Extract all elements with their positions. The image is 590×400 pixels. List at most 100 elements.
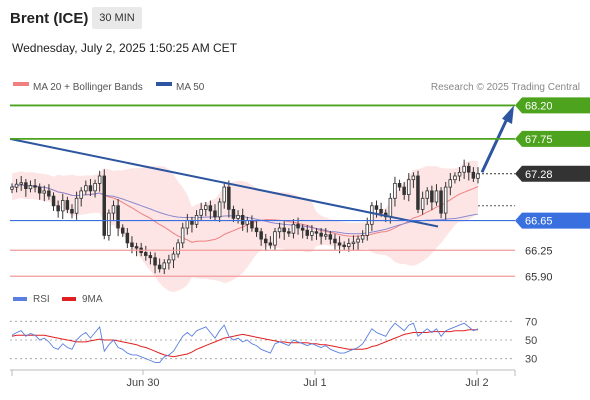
candle <box>457 171 462 177</box>
candle <box>393 182 397 199</box>
candle <box>208 205 213 212</box>
candle <box>222 186 226 203</box>
candle <box>157 264 162 270</box>
candle <box>328 234 333 240</box>
candle <box>130 242 134 247</box>
candle <box>268 242 273 246</box>
candle <box>471 171 476 179</box>
timeframe-button[interactable]: 30 MIN <box>92 7 142 29</box>
candle <box>319 232 323 237</box>
candle <box>420 197 425 210</box>
candle <box>305 229 309 236</box>
candle <box>171 253 176 261</box>
candle <box>203 205 208 210</box>
candle <box>194 214 199 225</box>
candle <box>402 186 406 195</box>
candle <box>300 227 305 231</box>
candle <box>107 212 111 236</box>
candle <box>259 231 263 240</box>
candle <box>374 205 379 210</box>
candle <box>10 186 14 190</box>
level-label: 65.90 <box>525 271 553 283</box>
candle <box>47 190 51 197</box>
legend-9ma-label: 9MA <box>82 294 103 305</box>
level-label: 67.28 <box>525 169 553 181</box>
level-label: 66.65 <box>525 216 553 228</box>
candle <box>379 208 383 214</box>
ma50-line <box>11 184 479 235</box>
candle <box>365 223 369 236</box>
bearish-trendline <box>9 137 439 228</box>
candle <box>236 214 240 219</box>
candle <box>397 182 402 188</box>
candle <box>65 200 70 210</box>
candle <box>134 246 139 249</box>
candle <box>360 234 365 240</box>
rsi-plot: 70 50 30 <box>10 316 537 366</box>
candle <box>176 242 180 255</box>
candle <box>411 175 416 181</box>
candle <box>79 190 83 199</box>
candle <box>167 259 171 264</box>
legend-swatch-ma50 <box>156 82 172 86</box>
time-tick-label: Jul 1 <box>303 377 326 389</box>
candle <box>199 208 203 216</box>
candle <box>314 231 319 234</box>
level-label: 68.20 <box>525 100 553 112</box>
chart-datetime: Wednesday, July 2, 2025 1:50:25 AM CET <box>12 41 238 55</box>
candle <box>453 175 457 181</box>
candle <box>14 183 19 188</box>
candle <box>162 262 166 270</box>
legend-ma20-label: MA 20 + Bollinger Bands <box>33 82 143 93</box>
time-axis: Jun 30 Jul 1 Jul 2 <box>10 369 516 389</box>
candle <box>356 238 360 243</box>
rsi-line <box>11 322 479 363</box>
candle <box>51 195 56 207</box>
credit-text: Research © 2025 Trading Central <box>431 82 580 93</box>
candle <box>346 243 351 248</box>
candle <box>84 185 88 192</box>
candle <box>430 190 434 203</box>
candle <box>466 165 471 173</box>
instrument-title: Brent (ICE) <box>10 10 89 27</box>
candle <box>121 227 125 234</box>
rsi-9ma-line <box>11 329 478 358</box>
candle <box>310 231 314 236</box>
level-label: 66.25 <box>525 245 553 257</box>
candle <box>24 182 28 189</box>
candle <box>370 205 374 225</box>
legend-swatch-rsi <box>13 297 27 301</box>
legend-swatch-ma20 <box>13 82 29 86</box>
candle <box>476 173 480 179</box>
candle <box>70 208 74 214</box>
candle <box>240 214 245 225</box>
price-levels: 68.20 67.75 67.28 66.65 66.25 65.90 <box>10 97 590 283</box>
candle <box>56 205 60 212</box>
candle <box>213 210 217 218</box>
candle <box>406 179 411 195</box>
candle <box>439 190 443 214</box>
candle <box>74 197 79 214</box>
candle <box>143 252 148 256</box>
candle <box>231 208 236 219</box>
forecast-arrow-head <box>502 105 514 124</box>
candle <box>443 186 448 214</box>
forecast-arrow-line <box>480 115 510 173</box>
candle <box>28 185 33 190</box>
candle <box>388 197 393 218</box>
candle <box>37 186 42 194</box>
candle <box>153 257 157 266</box>
level-tag <box>515 97 590 114</box>
time-tick-label: Jun 30 <box>126 377 159 389</box>
level-tag <box>515 165 590 182</box>
candle <box>93 182 97 192</box>
candle <box>333 238 337 244</box>
price-plot <box>9 105 514 293</box>
candle <box>19 182 23 185</box>
candle <box>217 201 222 218</box>
candle <box>180 227 185 244</box>
chart-header: Brent (ICE) 30 MIN <box>0 0 590 36</box>
candle <box>273 231 277 246</box>
candle <box>291 223 296 234</box>
level-label: 67.75 <box>525 134 553 146</box>
